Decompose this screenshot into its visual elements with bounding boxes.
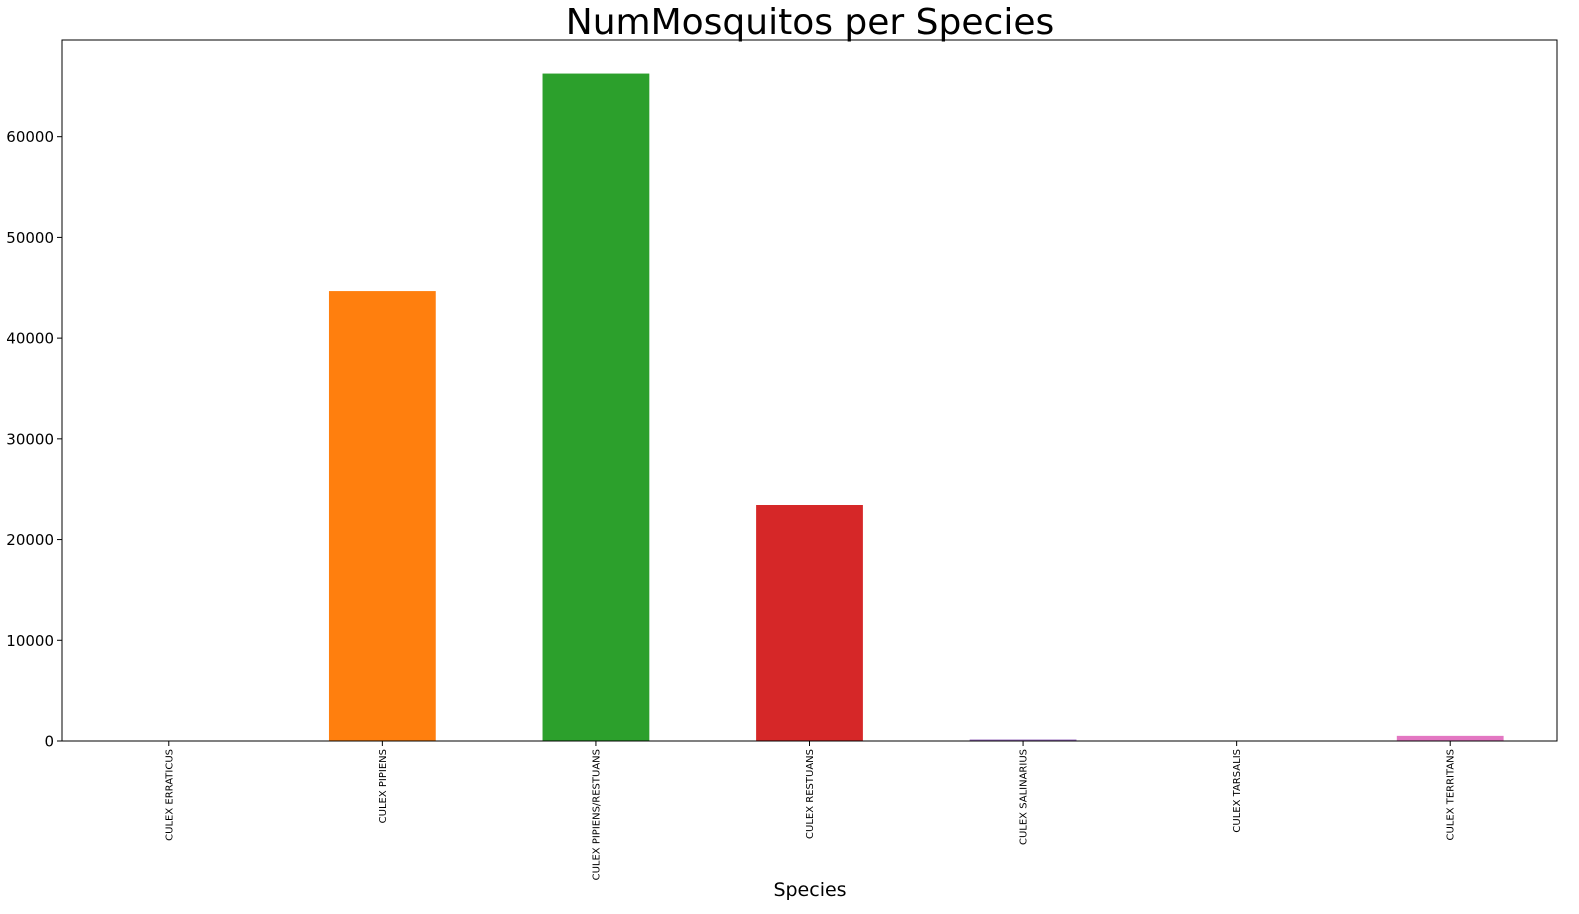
x-tick-label: CULEX TARSALIS <box>1232 749 1243 833</box>
x-tick-label: CULEX PIPIENS/RESTUANS <box>591 749 602 880</box>
x-tick-label: CULEX PIPIENS <box>378 749 389 823</box>
x-axis: CULEX ERRATICUS CULEX PIPIENS CULEX PIPIEN… <box>164 741 1457 880</box>
x-axis-label: Species <box>773 879 846 901</box>
y-tick-label: 60000 <box>6 128 54 146</box>
y-axis: 0 10000 20000 30000 40000 50000 60000 <box>6 128 62 751</box>
x-tick-label: CULEX ERRATICUS <box>164 749 175 841</box>
bars-group <box>115 73 1504 741</box>
y-tick-label: 0 <box>44 733 54 751</box>
x-tick-label: CULEX TERRITANS <box>1446 749 1457 841</box>
y-tick-label: 20000 <box>6 531 54 549</box>
x-tick-label: CULEX SALINARIUS <box>1019 749 1030 845</box>
x-tick-label: CULEX RESTUANS <box>805 749 816 839</box>
bar-culex-pipiens-restuans <box>542 73 650 741</box>
bar-culex-pipiens <box>328 291 436 741</box>
y-tick-label: 40000 <box>6 330 54 348</box>
y-tick-label: 50000 <box>6 229 54 247</box>
y-tick-label: 10000 <box>6 632 54 650</box>
bar-culex-salinarius <box>969 739 1077 741</box>
bar-culex-restuans <box>756 505 863 741</box>
bar-culex-territans <box>1396 735 1504 741</box>
chart-title: NumMosquitos per Species <box>566 2 1054 43</box>
plot-frame <box>61 39 1558 742</box>
y-tick-label: 30000 <box>6 430 54 448</box>
